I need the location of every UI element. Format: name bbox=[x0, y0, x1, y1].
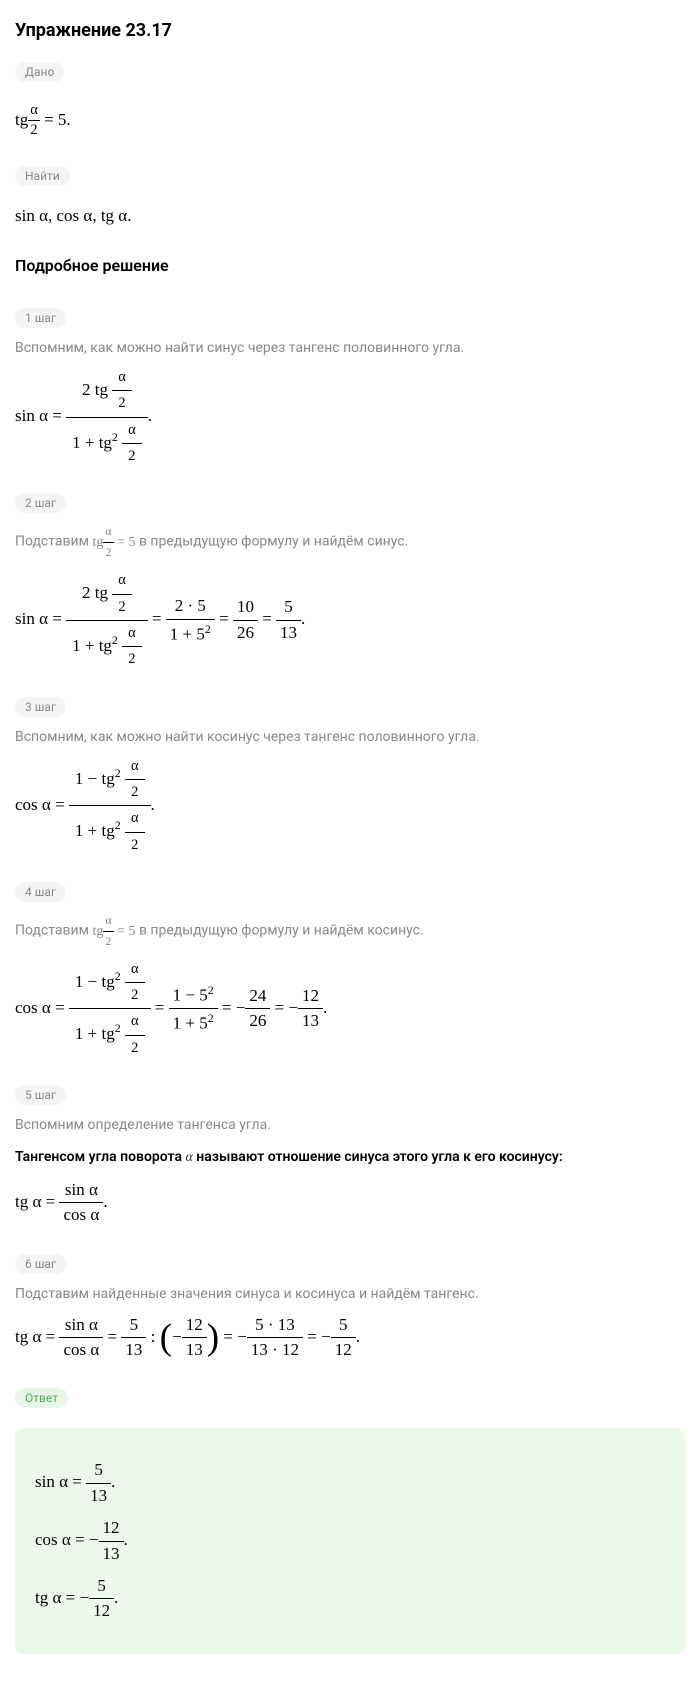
step-formula-6: tg α = sin α cos α = 5 13 : (− 12 13 ) =… bbox=[15, 1315, 685, 1361]
step-badge-5: 5 шаг bbox=[15, 1085, 66, 1105]
step-def-5: Тангенсом угла поворота α называют отнош… bbox=[15, 1146, 685, 1170]
answer-box: sin α = 5 13 . cos α = − 12 13 . tg α = … bbox=[15, 1428, 685, 1653]
step-badge-1: 1 шаг bbox=[15, 308, 66, 328]
step-formula-5: tg α = sin α cos α . bbox=[15, 1180, 685, 1226]
step-text-2: Подставим tgα2 = 5 в предыдущую формулу … bbox=[15, 523, 685, 562]
step-formula-3: cos α = 1 − tg2 α2 1 + tg2 α2 . bbox=[15, 758, 685, 854]
exercise-title: Упражнение 23.17 bbox=[15, 20, 685, 41]
solution-title: Подробное решение bbox=[15, 256, 685, 275]
step-badge-4: 4 шаг bbox=[15, 882, 66, 902]
step-badge-2: 2 шаг bbox=[15, 493, 66, 513]
step-formula-2: sin α = 2 tg α2 1 + tg2 α2 = 2 · 5 1 + 5… bbox=[15, 572, 685, 668]
answer-sin: sin α = 5 13 . bbox=[35, 1460, 665, 1506]
step-badge-6: 6 шаг bbox=[15, 1254, 66, 1274]
given-formula: tgα2 = 5. bbox=[15, 102, 685, 140]
answer-badge: Ответ bbox=[15, 1388, 68, 1408]
find-formula: sin α, cos α, tg α. bbox=[15, 206, 685, 226]
step-text-6: Подставим найденные значения синуса и ко… bbox=[15, 1284, 685, 1305]
step-formula-1: sin α = 2 tg α2 1 + tg2 α2 . bbox=[15, 369, 685, 465]
answer-tg: tg α = − 5 12 . bbox=[35, 1576, 665, 1622]
step-text-4: Подставим tgα2 = 5 в предыдущую формулу … bbox=[15, 912, 685, 951]
step-text-3: Вспомним, как можно найти косинус через … bbox=[15, 727, 685, 748]
step-badge-3: 3 шаг bbox=[15, 697, 66, 717]
find-badge: Найти bbox=[15, 166, 70, 186]
step-formula-4: cos α = 1 − tg2 α2 1 + tg2 α2 = 1 − 52 1… bbox=[15, 961, 685, 1057]
given-badge: Дано bbox=[15, 62, 64, 82]
step-text-5: Вспомним определение тангенса угла. bbox=[15, 1115, 685, 1136]
answer-cos: cos α = − 12 13 . bbox=[35, 1518, 665, 1564]
step-text-1: Вспомним, как можно найти синус через та… bbox=[15, 338, 685, 359]
